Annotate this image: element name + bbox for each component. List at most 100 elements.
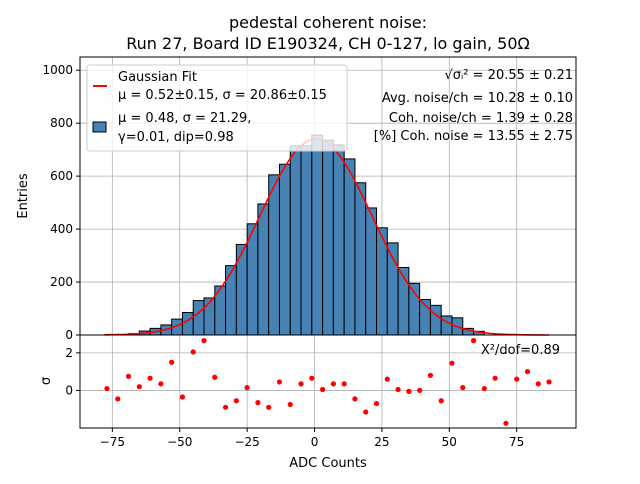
histogram-bar — [322, 139, 334, 336]
y-tick-label: 400 — [50, 222, 73, 236]
histogram-bar — [225, 265, 237, 336]
stats-annotations: √σᵢ² = 20.55 ± 0.21 Avg. noise/ch = 10.2… — [374, 68, 573, 144]
residual-y-axis-ticks: 02 — [65, 346, 80, 397]
legend-fit-label-line2: μ = 0.52±0.15, σ = 20.86±0.15 — [118, 88, 327, 103]
y-tick-label: 0 — [65, 328, 73, 342]
residual-point — [492, 375, 498, 381]
residual-point — [125, 373, 132, 379]
residual-point — [233, 398, 239, 404]
residual-point — [115, 396, 121, 402]
x-tick-label: 25 — [374, 435, 389, 449]
x-axis-ticks: −75 −50 −25 0 25 50 75 — [100, 428, 524, 449]
residual-point — [104, 385, 110, 392]
residual-point — [201, 338, 207, 344]
residual-point — [438, 398, 444, 404]
x-tick-label: 75 — [509, 435, 524, 449]
histogram-bar — [192, 300, 205, 336]
x-tick-label: 0 — [311, 435, 319, 449]
histogram-bar — [257, 203, 270, 336]
annotation-avg-noise: Avg. noise/ch = 10.28 ± 0.10 — [382, 91, 573, 106]
y-tick-label: 800 — [50, 116, 73, 130]
legend: Gaussian Fit μ = 0.52±0.15, σ = 20.86±0.… — [86, 64, 348, 152]
residual-point — [514, 376, 520, 382]
residual-point — [524, 369, 531, 375]
legend-fit-label-line1: Gaussian Fit — [118, 70, 197, 85]
residual-point — [352, 396, 358, 402]
residual-axes-frame — [79, 334, 577, 429]
residual-point — [169, 359, 175, 365]
residual-point — [136, 384, 142, 390]
residual-point — [222, 404, 229, 410]
histogram-bar — [354, 182, 367, 336]
histogram-bar — [408, 282, 421, 336]
residual-point — [449, 360, 455, 366]
residual-grid — [80, 335, 576, 428]
histogram-bar — [278, 163, 291, 336]
residual-point — [330, 381, 336, 387]
residual-point — [406, 388, 412, 394]
histogram-bar — [343, 158, 356, 336]
x-tick-label: −75 — [100, 435, 125, 449]
residual-point — [244, 385, 250, 391]
residual-point — [320, 386, 326, 393]
x-axis-label: ADC Counts — [289, 456, 367, 471]
residual-point — [266, 404, 272, 410]
residual-point — [255, 400, 261, 406]
legend-hist-patch-swatch — [92, 121, 107, 133]
residual-point — [309, 375, 315, 381]
histogram-bar — [300, 145, 313, 336]
residual-point — [190, 349, 196, 355]
legend-hist-label-line1: μ = 0.48, σ = 21.29, — [118, 111, 251, 126]
residual-point — [503, 420, 509, 426]
residual-point — [481, 385, 487, 392]
legend-hist-label-line2: γ=0.01, dip=0.98 — [118, 130, 234, 145]
y-tick-label: 1000 — [42, 63, 73, 77]
residual-y-tick-label: 2 — [65, 346, 73, 360]
annotation-coh-noise-pct: [%] Coh. noise = 13.55 ± 2.75 — [374, 129, 573, 144]
y-axis-label: Entries — [16, 173, 31, 219]
residual-point — [341, 381, 347, 387]
histogram-bar — [268, 174, 280, 336]
residual-point — [363, 409, 369, 415]
x-tick-label: −50 — [167, 435, 192, 449]
histogram-bar — [235, 243, 248, 336]
x-tick-label: 50 — [442, 435, 457, 449]
residual-point — [287, 401, 293, 408]
histogram-bar — [181, 311, 194, 336]
y-axis-ticks: 0 200 400 600 800 1000 — [42, 63, 80, 342]
histogram-bar — [289, 145, 302, 336]
residual-point — [147, 375, 153, 381]
residual-point — [384, 376, 390, 382]
chart-title-line1: pedestal coherent noise: — [229, 13, 427, 32]
x-tick-label: −25 — [234, 435, 259, 449]
histogram-bar — [429, 304, 442, 336]
residual-point — [427, 372, 434, 378]
residual-point — [395, 386, 401, 393]
histogram-bar — [365, 207, 378, 336]
residual-point — [417, 387, 423, 394]
residual-point — [470, 338, 477, 344]
annotation-sigma-sum: √σᵢ² = 20.55 ± 0.21 — [444, 68, 573, 83]
chart-title-line2: Run 27, Board ID E190324, CH 0-127, lo g… — [126, 34, 529, 53]
y-tick-label: 600 — [50, 169, 73, 183]
histogram-bar — [332, 144, 345, 336]
residual-point — [212, 374, 218, 380]
residual-point — [546, 379, 552, 385]
residual-point — [535, 381, 541, 387]
y-tick-label: 200 — [50, 275, 73, 289]
annotation-coh-noise: Coh. noise/ch = 1.39 ± 0.28 — [389, 111, 573, 126]
histogram-bars — [128, 134, 485, 336]
histogram-bar — [311, 134, 324, 336]
residual-point — [179, 394, 186, 400]
residual-point — [460, 385, 466, 391]
residual-point — [158, 381, 164, 387]
residual-y-tick-label: 0 — [65, 383, 73, 397]
residual-point — [373, 400, 380, 407]
legend-frame — [86, 64, 348, 152]
chi2-annotation: X²/dof=0.89 — [481, 343, 560, 358]
residual-point — [298, 381, 304, 387]
residual-points — [104, 338, 552, 426]
residual-point — [276, 379, 283, 385]
residual-y-axis-label: σ — [39, 377, 54, 385]
